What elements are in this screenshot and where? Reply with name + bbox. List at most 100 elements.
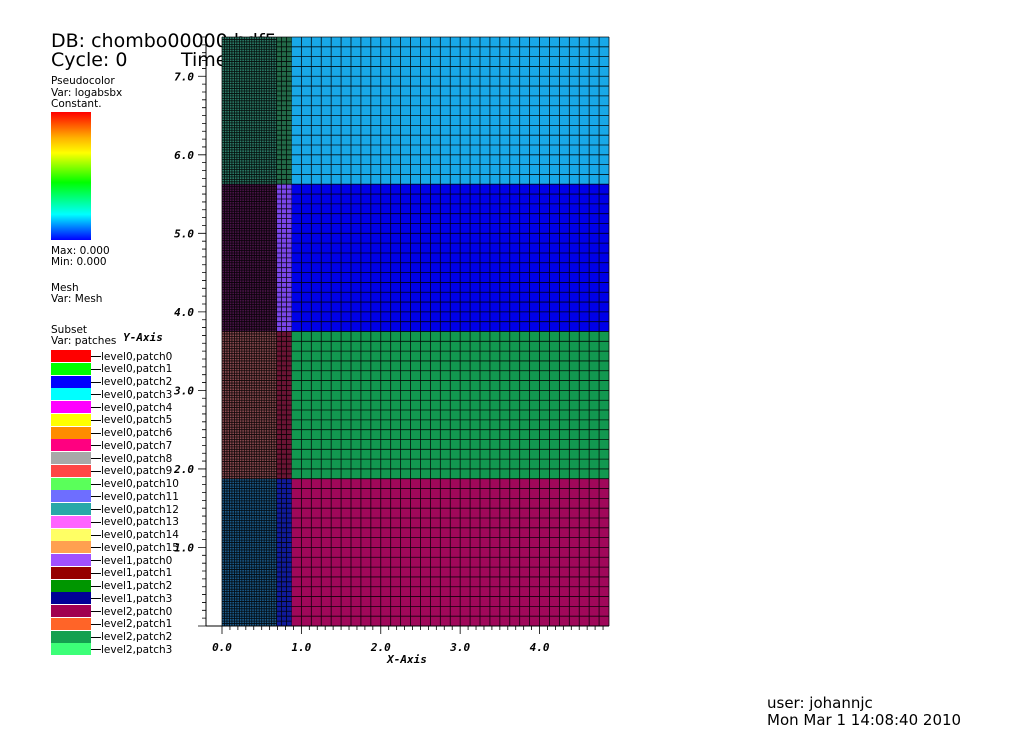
pseudocolor-constant: Constant.: [51, 98, 102, 110]
cycle-label: Cycle: 0: [51, 49, 128, 71]
y-tick-label: 6.0: [174, 149, 194, 162]
y-axis-title: Y-Axis: [123, 331, 163, 344]
x-tick-label: 1.0: [291, 641, 311, 654]
mesh-var: Var: Mesh: [51, 293, 103, 305]
subset-leader-line: [91, 560, 101, 561]
subset-swatch: [51, 439, 91, 452]
subset-label: level1,patch0: [101, 554, 173, 567]
subset-swatch: [51, 413, 91, 426]
patch-fine-salmon: [221, 331, 277, 480]
y-tick-label: 4.0: [174, 306, 194, 319]
subset-leader-line: [91, 483, 101, 485]
subset-leader-line: [91, 432, 101, 434]
subset-leader-line: [91, 547, 101, 549]
subset-swatch: [51, 541, 91, 554]
subset-label: level0,patch0: [101, 350, 173, 363]
subset-swatch: [51, 464, 91, 477]
patch-crimson: [291, 478, 610, 627]
subset-swatch: [51, 375, 91, 388]
subset-label: level0,patch10: [101, 478, 179, 490]
user-label: user: johannjc: [767, 694, 873, 712]
subset-label: level1,patch3: [101, 592, 173, 605]
subset-swatch: [51, 388, 91, 401]
subset-swatch: [51, 515, 91, 528]
subset-swatch: [51, 477, 91, 490]
subset-leader-line: [91, 509, 101, 510]
subset-leader-line: [91, 419, 101, 421]
subset-swatch: [51, 554, 91, 566]
subset-leader-line: [91, 521, 101, 523]
subset-leader-line: [91, 534, 101, 536]
patch-fine-top-teal: [221, 36, 277, 185]
subset-label: level0,patch13: [101, 516, 179, 529]
subset-var: Var: patches: [51, 335, 117, 347]
db-label: DB: chombo00000.hdf5: [51, 30, 277, 52]
x-tick-label: 4.0: [530, 641, 550, 654]
patch-blue: [291, 183, 610, 332]
y-tick-label: 2.0: [173, 463, 194, 476]
subset-leader-line: [91, 381, 101, 383]
subset-swatch: [51, 592, 91, 605]
pseudocolor-max: Max: 0.000: [51, 245, 110, 257]
subset-label: level0,patch8: [101, 452, 173, 465]
subset-label: level0,patch11: [101, 490, 179, 503]
patch-green: [291, 331, 610, 480]
patch-fine-dark-purple-grid: [221, 183, 277, 332]
subset-label: level0,patch7: [101, 439, 173, 452]
subset-label: level0,patch9: [101, 465, 173, 478]
subset-label: level1,patch1: [101, 567, 173, 580]
subset-swatch: [51, 630, 91, 643]
subset-swatch: [51, 426, 91, 439]
subset-label: level1,patch2: [101, 580, 173, 592]
subset-leader-line: [91, 598, 101, 600]
y-tick-label: 3.0: [173, 384, 194, 397]
pseudocolor-min: Min: 0.000: [51, 256, 107, 268]
subset-title: Subset: [51, 324, 88, 336]
subset-leader-line: [91, 585, 101, 587]
subset-leader-line: [91, 649, 101, 651]
subset-leader-line: [91, 636, 101, 638]
x-axis-title: X-Axis: [386, 653, 427, 666]
subset-leader-line: [91, 623, 101, 625]
subset-swatch: [51, 605, 91, 617]
patch-fine-maroon: [276, 331, 292, 480]
y-tick-label: 7.0: [174, 70, 194, 83]
subset-leader-line: [91, 572, 101, 574]
patch-light-blue: [291, 36, 610, 185]
pseudocolor-colorbar: [51, 112, 91, 240]
mesh-title: Mesh: [51, 282, 79, 294]
subset-swatch: [51, 528, 91, 541]
subset-leader-line: [91, 445, 101, 447]
patch-fine-dark-purple: [221, 183, 277, 332]
subset-swatch: [51, 452, 91, 464]
subset-leader-line: [91, 356, 101, 357]
subset-swatch: [51, 401, 91, 413]
subset-swatch: [51, 617, 91, 630]
subset-label: level2,patch1: [101, 618, 173, 631]
subset-label: level0,patch15: [101, 541, 179, 554]
patch-fine-salmon-grid: [221, 331, 277, 480]
subset-label: level2,patch0: [101, 605, 173, 618]
subset-label: level0,patch1: [101, 363, 173, 376]
subset-label: level0,patch6: [101, 427, 173, 439]
subset-label: level0,patch12: [101, 503, 179, 516]
subset-label: level2,patch2: [101, 631, 173, 643]
x-tick-label: 2.0: [370, 641, 391, 654]
subset-leader-line: [91, 470, 101, 472]
timestamp-label: Mon Mar 1 14:08:40 2010: [767, 711, 962, 729]
subset-swatch: [51, 362, 91, 375]
subset-swatch: [51, 490, 91, 503]
y-tick-label: 5.0: [174, 227, 194, 240]
subset-label: level0,patch14: [101, 529, 179, 541]
patch-fine-top-green: [276, 36, 292, 185]
subset-leader-line: [91, 458, 101, 459]
patch-fine-teal-bottom-grid: [221, 478, 277, 627]
subset-label: level0,patch3: [101, 388, 173, 401]
x-tick-label: 3.0: [449, 641, 470, 654]
subset-label: level2,patch3: [101, 643, 173, 656]
subset-swatch: [51, 579, 91, 592]
pseudocolor-var: Var: logabsbx: [51, 87, 123, 99]
subset-leader-line: [91, 368, 101, 370]
axis-ticks: [198, 36, 604, 634]
